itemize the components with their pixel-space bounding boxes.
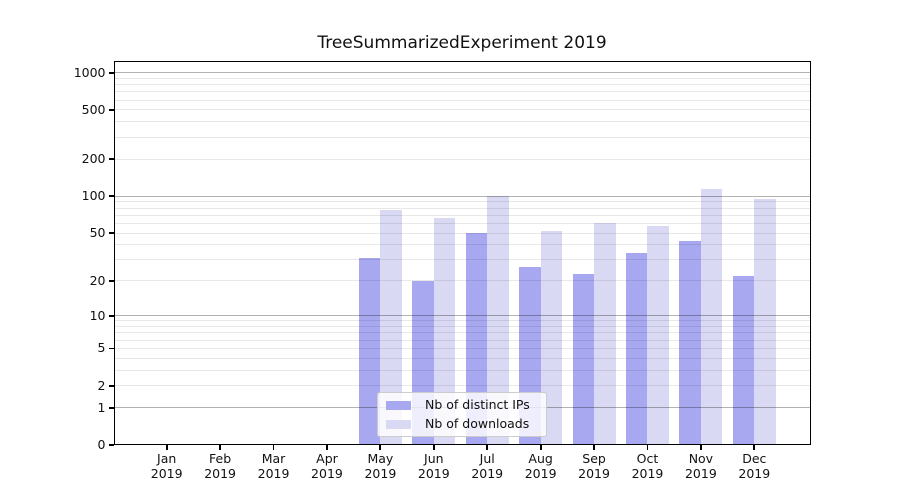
minor-gridline [113,332,811,334]
x-tick-label: Mar 2019 [257,451,290,481]
legend-item-downloads: Nb of downloads [386,417,546,431]
x-tick [646,445,649,450]
x-tick-label: Aug 2019 [524,451,557,481]
bar-downloads-may [380,210,402,445]
legend-swatch-downloads [386,419,411,429]
minor-gridline [113,339,811,341]
minor-gridline [113,109,811,111]
x-tick [272,445,275,450]
legend-label-downloads: Nb of downloads [425,416,530,431]
bar-distinct-ips-oct [625,253,648,445]
bar-distinct-ips-may [358,258,381,445]
minor-gridline [113,77,811,79]
minor-gridline [113,385,811,387]
x-tick-label: Jun 2019 [417,451,450,481]
x-tick [539,445,542,450]
y-tick [109,314,114,317]
y-tick [109,444,114,446]
bar-downloads-oct [647,226,669,445]
y-tick [109,158,114,161]
bar-distinct-ips-sep [572,273,595,445]
y-tick [109,232,114,234]
x-tick-label: Oct 2019 [631,451,664,481]
y-tick-label: 5 [97,340,106,356]
minor-gridline [113,84,811,86]
y-tick-label: 20 [89,272,106,288]
bar-downloads-sep [594,223,616,445]
y-tick [109,384,114,387]
y-tick [109,71,114,74]
bar-downloads-nov [700,188,723,445]
x-tick [700,445,702,450]
x-tick-label: Jul 2019 [471,451,504,481]
minor-gridline [113,259,811,261]
bar-downloads-jul [487,196,509,445]
minor-gridline [113,201,811,203]
y-tick [109,406,114,409]
y-tick-label: 1000 [73,64,106,80]
major-gridline [113,195,811,197]
minor-gridline [113,136,811,138]
y-tick-label: 0 [97,437,106,452]
minor-gridline [113,99,811,101]
legend-swatch-distinct-ips [386,400,411,410]
x-tick [486,445,489,450]
y-tick-label: 200 [81,151,106,167]
y-tick-label: 10 [89,307,106,323]
minor-gridline [113,357,811,359]
y-tick [109,195,114,198]
y-tick-label: 1 [97,399,106,415]
minor-gridline [113,280,811,282]
minor-gridline [113,158,811,160]
bar-distinct-ips-nov [679,241,701,445]
x-tick-label: Feb 2019 [204,451,237,481]
x-tick-label: May 2019 [364,451,397,481]
bar-distinct-ips-dec [732,276,755,445]
bar-downloads-aug [540,231,563,445]
x-tick [379,445,382,450]
plot-border [113,60,811,445]
minor-gridline [113,121,811,123]
y-tick-label: 100 [81,188,106,204]
x-tick-label: Nov 2019 [684,451,717,481]
y-tick-label: 50 [89,225,106,241]
bar-downloads-dec [754,199,776,445]
x-tick-label: Apr 2019 [311,451,343,481]
legend: Nb of distinct IPs Nb of downloads [377,392,547,437]
minor-gridline [113,91,811,93]
legend-item-distinct-ips: Nb of distinct IPs [386,398,546,412]
x-tick [593,445,595,450]
minor-gridline [113,347,811,349]
chart-title: TreeSummarizedExperiment 2019 [317,33,607,53]
minor-gridline [113,369,811,371]
major-gridline [113,72,811,74]
x-tick [432,445,435,450]
legend-label-distinct-ips: Nb of distinct IPs [425,397,530,412]
minor-gridline [113,207,811,209]
x-tick [326,445,328,450]
x-tick [219,445,222,450]
x-tick-label: Sep 2019 [578,451,610,481]
y-tick [109,109,114,111]
major-gridline [113,315,811,317]
x-tick-label: Dec 2019 [738,451,771,481]
y-tick-label: 500 [81,101,106,117]
minor-gridline [113,244,811,246]
minor-gridline [113,222,811,224]
minor-gridline [113,320,811,322]
bar-downloads-jun [433,218,456,445]
minor-gridline [113,232,811,234]
y-tick [109,280,114,282]
y-tick-label: 2 [97,377,106,393]
x-tick [753,445,756,450]
minor-gridline [113,214,811,216]
minor-gridline [113,326,811,328]
x-tick-label: Jan 2019 [150,451,183,481]
x-tick [165,445,168,450]
y-tick [109,347,114,350]
